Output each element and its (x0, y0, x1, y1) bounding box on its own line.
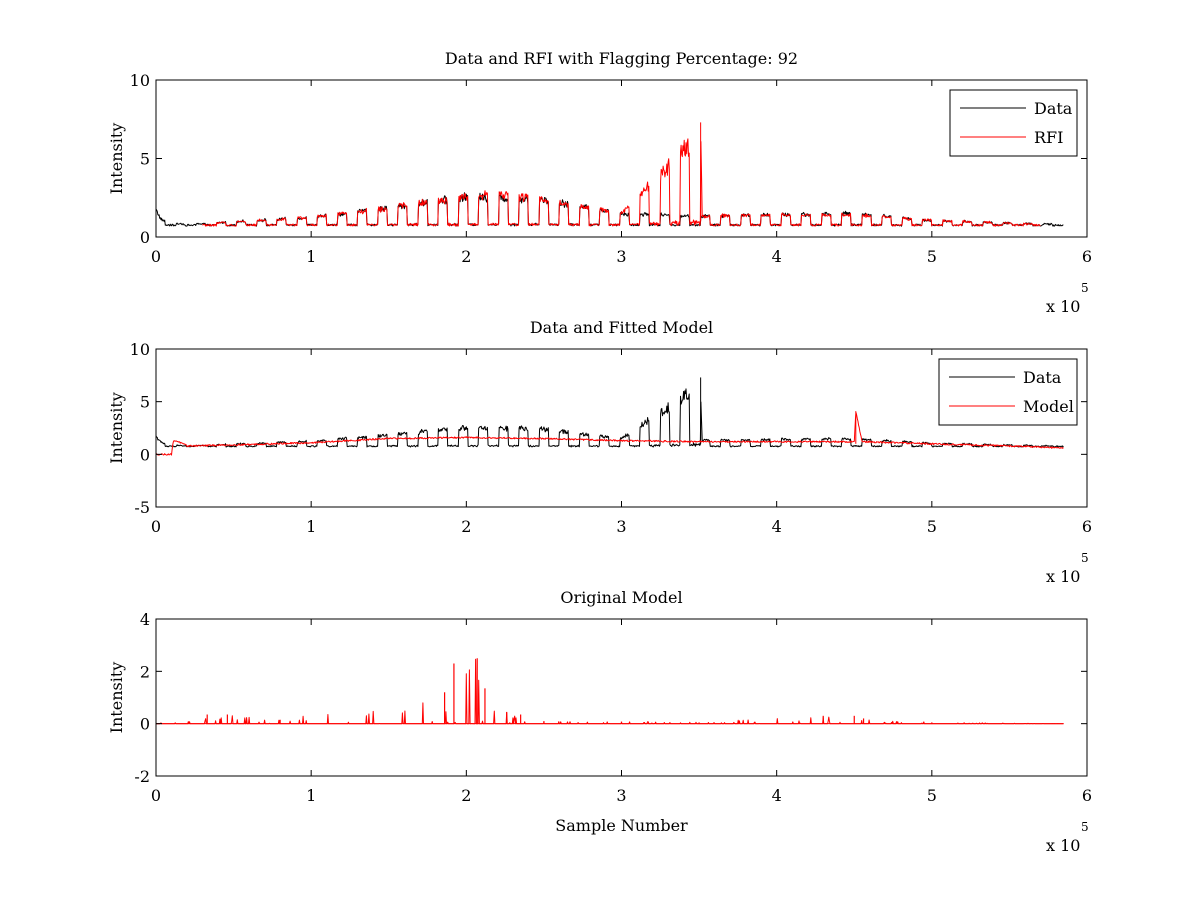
series-group (156, 122, 1064, 227)
x-tick-label: 5 (927, 517, 937, 536)
x-tick-label: 4 (772, 247, 782, 266)
x-tick-label: 6 (1082, 786, 1092, 805)
x-tick-label: 0 (151, 517, 161, 536)
x-tick-label: 4 (772, 786, 782, 805)
x-tick-label: 3 (616, 786, 626, 805)
series-line-model (156, 412, 1064, 456)
legend-box (938, 358, 1078, 426)
x-tick-label: 2 (461, 517, 471, 536)
series-line-rfi (202, 138, 1041, 227)
x-multiplier-label: x 10 (1046, 297, 1080, 316)
x-tick-label: 5 (927, 786, 937, 805)
x-tick-label: 1 (306, 786, 316, 805)
legend-label-data: Data (1023, 368, 1062, 387)
axes-box (155, 618, 1088, 777)
series-line-model (156, 658, 1064, 725)
y-tick-label: 5 (140, 150, 150, 169)
legend-label-model: Model (1023, 397, 1074, 416)
x-axis-label: Sample Number (555, 816, 688, 835)
y-tick-label: 5 (140, 393, 150, 412)
x-multiplier-exponent: 5 (1081, 551, 1089, 565)
subplot-1: Data and RFI with Flagging Percentage: 9… (107, 49, 1092, 316)
y-tick-label: -5 (134, 498, 150, 517)
chart-title: Data and RFI with Flagging Percentage: 9… (445, 49, 798, 68)
x-tick-label: 0 (151, 786, 161, 805)
x-tick-label: 2 (461, 786, 471, 805)
x-tick-label: 1 (306, 517, 316, 536)
x-tick-label: 1 (306, 247, 316, 266)
x-tick-label: 0 (151, 247, 161, 266)
y-tick-label: 0 (140, 715, 150, 734)
y-axis-label: Intensity (107, 662, 126, 734)
y-tick-label: -2 (134, 767, 150, 786)
legend: Data RFI (949, 89, 1078, 157)
x-tick-label: 3 (616, 247, 626, 266)
y-axis-label: Intensity (107, 123, 126, 195)
x-multiplier-exponent: 5 (1081, 820, 1089, 834)
legend-label-data: Data (1034, 99, 1073, 118)
x-tick-label: 6 (1082, 247, 1092, 266)
x-tick-label: 5 (927, 247, 937, 266)
y-tick-label: 4 (140, 610, 150, 629)
y-tick-label: 2 (140, 662, 150, 681)
chart-title: Original Model (560, 588, 682, 607)
series-group (156, 658, 1064, 725)
y-tick-label: 0 (140, 228, 150, 247)
y-tick-label: 10 (130, 71, 150, 90)
y-tick-label: 0 (140, 445, 150, 464)
subplot-3: Original Model Intensity Sample Number 0 1 2 3… (107, 588, 1092, 855)
x-multiplier-label: x 10 (1046, 836, 1080, 855)
x-tick-label: 3 (616, 517, 626, 536)
x-multiplier-label: x 10 (1046, 567, 1080, 586)
legend-box (949, 89, 1078, 157)
x-tick-label: 2 (461, 247, 471, 266)
y-axis-label: Intensity (107, 392, 126, 464)
y-tick-label: 10 (130, 340, 150, 359)
x-tick-label: 4 (772, 517, 782, 536)
x-multiplier-exponent: 5 (1081, 281, 1089, 295)
series-line-data (156, 388, 1064, 448)
series-group (156, 377, 1064, 456)
x-tick-label: 6 (1082, 517, 1092, 536)
legend-label-rfi: RFI (1034, 128, 1063, 147)
legend: Data Model (938, 358, 1078, 426)
chart-title: Data and Fitted Model (530, 318, 713, 337)
